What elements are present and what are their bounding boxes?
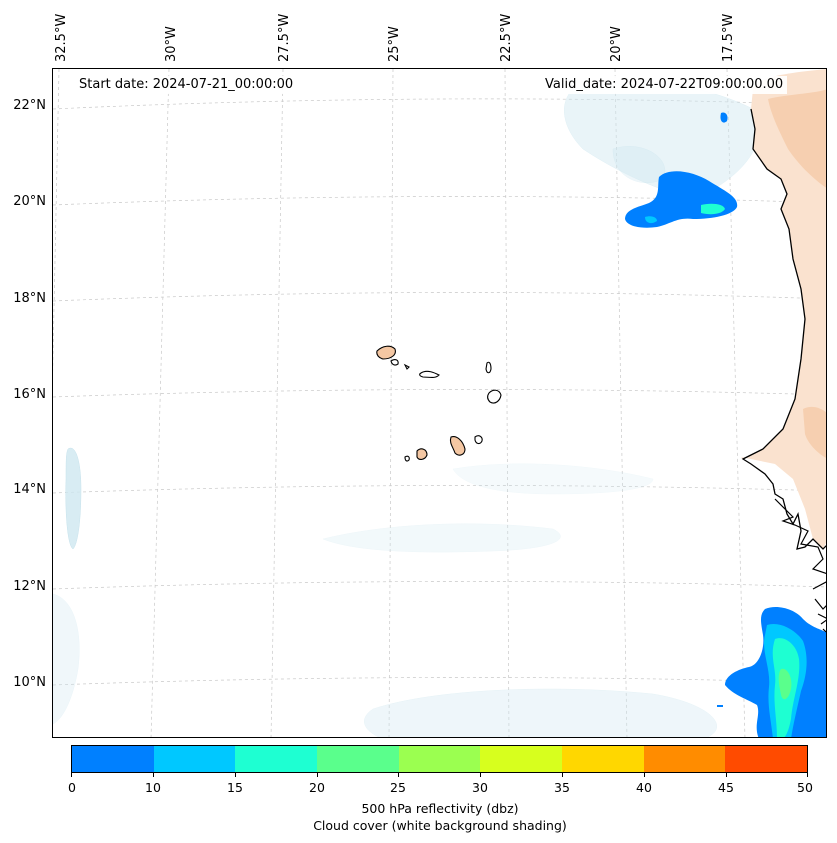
colorbar-segment-1 xyxy=(153,746,236,772)
map-panel xyxy=(52,68,827,738)
colorbar-segment-0 xyxy=(72,746,154,772)
map-canvas xyxy=(53,69,826,737)
island-sao-nicolau xyxy=(419,370,440,379)
colorbar-tick-label-0: 0 xyxy=(68,780,76,795)
africa-arid-shading xyxy=(768,89,826,188)
africa-coastline xyxy=(741,108,826,550)
start-date-label: Start date: 2024-07-21_00:00:00 xyxy=(75,76,298,94)
reflectivity-cell-south-peak xyxy=(778,668,792,700)
cloud-band-south xyxy=(364,688,717,737)
island-santo-antao xyxy=(376,345,396,360)
reflectivity-cell-north-inner-b xyxy=(645,216,657,224)
colorbar-tick-label-15: 15 xyxy=(227,780,243,795)
colorbar-segment-6 xyxy=(562,746,644,772)
colorbar-segment-8 xyxy=(725,746,808,772)
lat-label-16n: 16°N xyxy=(13,387,46,402)
island-maio xyxy=(474,435,483,445)
colorbar-tick-label-20: 20 xyxy=(309,780,325,795)
colorbar-segment-7 xyxy=(643,746,726,772)
gridline-lon-27-5w xyxy=(270,69,284,737)
land-fill xyxy=(741,69,826,549)
colorbar xyxy=(71,745,808,773)
guinea-coast-detail xyxy=(812,581,826,633)
lon-label-25w: 25°W xyxy=(387,26,402,62)
colorbar-tick-4 xyxy=(398,773,399,777)
reflectivity-cell-south-tiny xyxy=(717,705,723,707)
colorbar-tick-8 xyxy=(726,773,727,777)
gridline-lon-20w xyxy=(614,69,628,737)
colorbar-tick-label-50: 50 xyxy=(797,780,813,795)
colorbar-tick-3 xyxy=(317,773,318,777)
cloud-streak-central xyxy=(322,523,561,553)
colorbar-segment-2 xyxy=(235,746,318,772)
colorbar-tick-label-30: 30 xyxy=(472,780,488,795)
gridline-lon-25w xyxy=(388,69,394,737)
lon-label-22-5w: 22.5°W xyxy=(499,13,514,62)
gridline-lat-10n xyxy=(53,677,826,686)
lat-label-20n: 20°N xyxy=(13,194,46,209)
colorbar-tick-5 xyxy=(480,773,481,777)
island-sal xyxy=(485,361,492,374)
graticule xyxy=(53,69,826,737)
colorbar-segment-5 xyxy=(480,746,563,772)
reflectivity-cell-north-inner xyxy=(701,203,725,215)
lon-label-30w: 30°W xyxy=(164,26,179,62)
gridline-lat-14n xyxy=(53,485,826,494)
island-santa-luzia xyxy=(403,363,410,370)
reflectivity-cells xyxy=(625,112,826,737)
lat-label-14n: 14°N xyxy=(13,482,46,497)
lon-label-20w: 20°W xyxy=(609,26,624,62)
colorbar-segment-4 xyxy=(398,746,481,772)
colorbar-tick-0 xyxy=(71,773,72,777)
island-boa-vista xyxy=(487,389,502,404)
colorbar-tick-2 xyxy=(235,773,236,777)
lat-label-22n: 22°N xyxy=(13,98,46,113)
reflectivity-cell-north-spot xyxy=(720,112,728,123)
colorbar-tick-label-35: 35 xyxy=(554,780,570,795)
cloud-band-west xyxy=(65,447,82,550)
gridline-lon-30w xyxy=(150,69,170,737)
island-santiago xyxy=(449,436,466,456)
island-brava xyxy=(404,455,410,462)
colorbar-segment-3 xyxy=(317,746,399,772)
gridline-lon-22-5w xyxy=(504,69,510,737)
colorbar-tick-7 xyxy=(644,773,645,777)
lat-label-12n: 12°N xyxy=(13,579,46,594)
gridline-lat-12n xyxy=(53,581,826,590)
colorbar-label: 500 hPa reflectivity (dbz) xyxy=(361,801,519,816)
gridline-lat-20n xyxy=(53,196,826,206)
lat-label-10n: 10°N xyxy=(13,675,46,690)
cloud-cover-shading xyxy=(53,80,760,737)
valid-date-label: Valid_date: 2024-07-22T09:00:00.00 xyxy=(541,76,788,94)
gridline-lat-16n xyxy=(53,389,826,398)
lon-label-32-5w: 32.5°W xyxy=(54,13,69,62)
colorbar-tick-label-25: 25 xyxy=(390,780,406,795)
africa-east-shading xyxy=(803,406,826,458)
cape-verde-islands xyxy=(376,345,502,462)
gridline-lat-18n xyxy=(53,292,826,302)
lon-label-27-5w: 27.5°W xyxy=(277,13,292,62)
colorbar-tick-9 xyxy=(807,773,808,777)
cloud-streak-mid xyxy=(452,463,654,495)
colorbar-tick-1 xyxy=(153,773,154,777)
island-sao-vicente xyxy=(390,359,399,366)
gridline-lon-17-5w xyxy=(726,69,746,737)
colorbar-tick-6 xyxy=(562,773,563,777)
colorbar-sublabel: Cloud cover (white background shading) xyxy=(313,818,567,833)
colorbar-tick-label-40: 40 xyxy=(636,780,652,795)
colorbar-tick-label-45: 45 xyxy=(718,780,734,795)
colorbar-tick-label-10: 10 xyxy=(145,780,161,795)
lat-label-18n: 18°N xyxy=(13,291,46,306)
island-fogo xyxy=(416,448,428,460)
senegal-coast-detail xyxy=(774,498,826,574)
lon-label-17-5w: 17.5°W xyxy=(721,13,736,62)
cloud-patch-southwest xyxy=(53,593,80,725)
gridline-lat-22n xyxy=(53,98,826,110)
